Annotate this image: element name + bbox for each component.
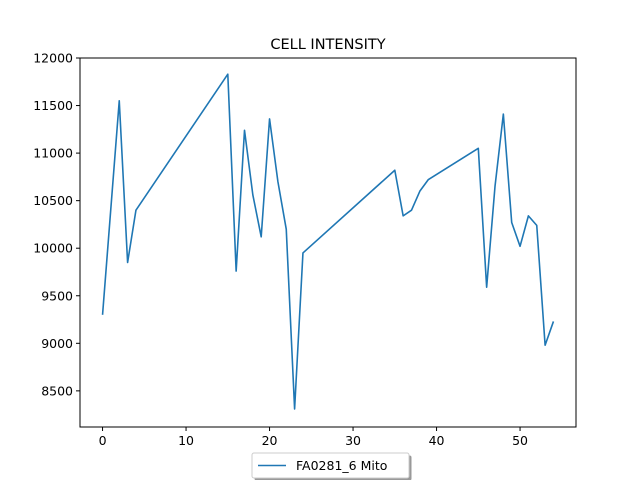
y-tick-label: 9500: [41, 288, 73, 303]
y-tick-label: 11500: [33, 98, 73, 113]
legend: FA0281_6 Mito: [251, 452, 412, 480]
x-tick-label: 30: [345, 433, 361, 448]
plot-frame: [79, 57, 577, 428]
x-tick-label: 50: [512, 433, 528, 448]
legend-label: FA0281_6 Mito: [296, 458, 387, 473]
x-axis: 0 10 20 30 40 50: [99, 427, 528, 448]
y-tick-label: 12000: [33, 51, 73, 66]
chart-title: CELL INTENSITY: [270, 37, 385, 53]
y-tick-label: 10000: [33, 241, 73, 256]
plot-area-border: [79, 57, 577, 428]
x-tick-label: 40: [429, 433, 445, 448]
y-tick-label: 9000: [41, 336, 73, 351]
y-axis: 8500 9000 9500 10000 10500 11000 11500 12000: [33, 51, 80, 398]
series-layer: [101, 73, 555, 410]
y-tick-label: 8500: [41, 383, 73, 398]
y-tick-label: 10500: [33, 193, 73, 208]
x-tick-label: 0: [99, 433, 107, 448]
legend-box: [251, 452, 410, 479]
series-line: [101, 73, 555, 410]
y-tick-label: 11000: [33, 146, 73, 161]
x-tick-label: 10: [178, 433, 194, 448]
x-tick-label: 20: [262, 433, 278, 448]
